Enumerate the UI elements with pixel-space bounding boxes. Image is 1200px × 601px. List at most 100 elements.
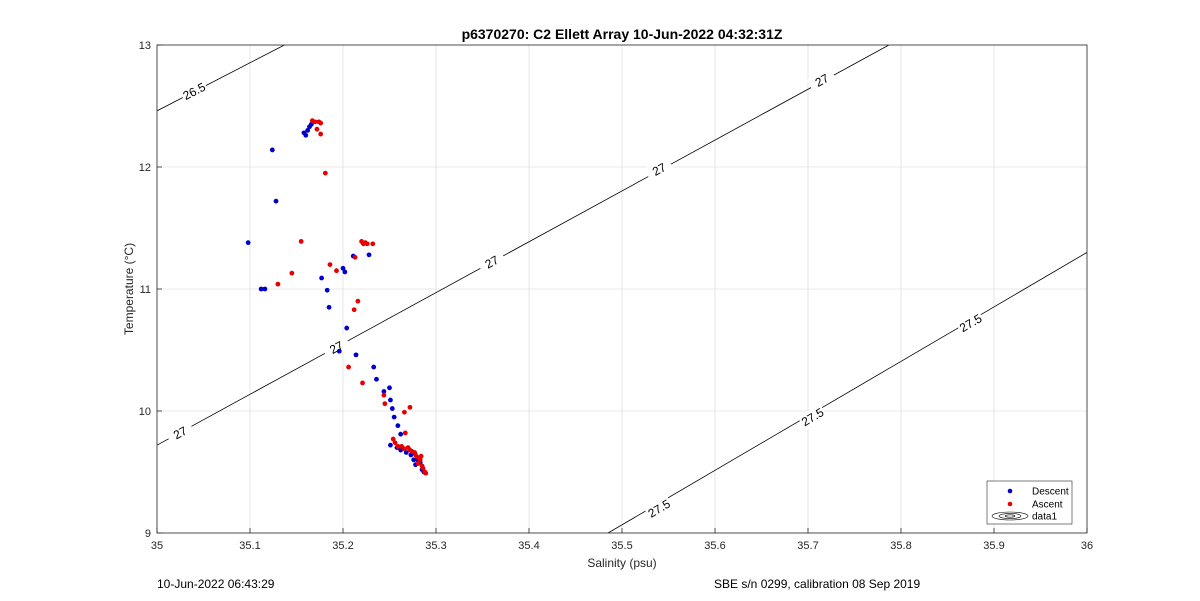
descent-point <box>344 325 350 331</box>
descent-point <box>258 286 264 292</box>
x-tick-label: 35.7 <box>797 540 818 552</box>
descent-point <box>336 348 342 354</box>
contour-label-bg <box>806 67 838 94</box>
ascent-point <box>370 241 376 247</box>
ascent-point <box>298 239 304 244</box>
legend-ascent-marker <box>1007 501 1013 507</box>
x-tick-label: 35.9 <box>983 540 1004 552</box>
legend-box <box>986 480 1073 525</box>
contour-label: 27 <box>813 71 832 90</box>
contour-label-bg <box>165 419 196 447</box>
x-tick-label: 36 <box>1081 540 1093 552</box>
ascent-point <box>401 446 407 452</box>
ascent-point <box>392 440 398 446</box>
descent-point <box>389 406 395 411</box>
descent-point <box>408 452 414 458</box>
ascent-point <box>390 436 396 442</box>
descent-point <box>319 275 325 281</box>
legend-ascent-label: Ascent <box>1032 500 1063 511</box>
ascent-point <box>395 443 401 449</box>
y-tick-label: 11 <box>140 284 151 296</box>
descent-point <box>273 198 279 204</box>
x-tick-label: 35.1 <box>239 540 260 552</box>
descent-point <box>403 450 409 455</box>
descent-point <box>303 132 309 138</box>
legend-data1-label: data1 <box>1032 512 1057 523</box>
footer-calibration: SBE s/n 0299, calibration 08 Sep 2019 <box>714 577 920 591</box>
legend: Descent Ascent data1 <box>986 480 1073 525</box>
data-points <box>245 118 429 476</box>
contour-label-bg <box>643 156 675 183</box>
ascent-point <box>275 281 281 287</box>
contour-label-bg <box>797 403 828 431</box>
ascent-point <box>312 119 318 125</box>
legend-descent-label: Descent <box>1032 487 1069 498</box>
descent-point <box>371 364 377 370</box>
ascent-point <box>334 268 339 274</box>
y-tick-label: 9 <box>145 528 151 540</box>
ascent-point <box>318 120 324 126</box>
ascent-point <box>402 430 408 436</box>
descent-point <box>387 385 392 391</box>
ascent-point <box>352 254 358 260</box>
legend-contour-icon <box>991 511 1029 521</box>
ascent-point <box>415 461 421 466</box>
descent-point <box>411 457 417 463</box>
contour-label: 27 <box>171 423 190 442</box>
ascent-point <box>351 307 357 313</box>
descent-point <box>340 265 346 271</box>
ascent-point <box>401 409 407 415</box>
descent-point <box>308 121 314 127</box>
y-axis-label: Temperature (°C) <box>122 243 136 335</box>
descent-point <box>388 442 393 448</box>
descent-point <box>395 423 401 429</box>
x-tick-label: 35.2 <box>332 540 353 552</box>
ascent-point <box>407 404 413 410</box>
descent-point <box>391 414 397 420</box>
x-axis-label: Salinity (psu) <box>587 556 656 570</box>
ascent-point <box>289 270 295 276</box>
y-tick-label: 12 <box>139 162 151 174</box>
y-tick-label: 10 <box>139 406 151 418</box>
ascent-point <box>417 457 423 463</box>
descent-point <box>326 304 332 310</box>
descent-point <box>398 447 404 453</box>
contour-line-27 <box>157 45 890 446</box>
x-axis-ticks: 35 35.1 35.2 35.3 35.4 35.5 35.6 35.7 35.8 35.9 36 <box>151 528 1093 552</box>
chart-title: p6370270: C2 Ellett Array 10-Jun-2022 04… <box>462 26 783 42</box>
x-tick-label: 35.6 <box>704 540 725 552</box>
ascent-point <box>382 401 388 407</box>
descent-point <box>353 352 359 358</box>
ascent-point <box>381 392 387 398</box>
y-axis-ticks: 9 10 11 12 13 <box>139 40 162 540</box>
contour-label: 27 <box>650 160 669 179</box>
ascent-point <box>364 241 370 247</box>
descent-point <box>245 240 251 246</box>
descent-point <box>388 397 393 403</box>
descent-point <box>366 252 372 258</box>
descent-point <box>324 287 330 293</box>
ascent-point <box>322 170 328 176</box>
contour-label-bg <box>476 248 508 276</box>
y-tick-label: 13 <box>139 40 151 52</box>
ascent-point <box>420 465 426 471</box>
contour-label: 27 <box>483 253 502 272</box>
contour-label-bg <box>643 495 675 523</box>
descent-point <box>381 389 387 394</box>
x-tick-label: 35.8 <box>890 540 911 552</box>
footer-timestamp: 10-Jun-2022 06:43:29 <box>157 577 275 591</box>
descent-point <box>374 376 379 382</box>
x-tick-label: 35.3 <box>425 540 446 552</box>
descent-point <box>398 431 404 437</box>
contour-label-bg <box>955 309 987 337</box>
contour-label-bg <box>178 78 210 105</box>
contour-label-bg <box>321 334 352 361</box>
ascent-point <box>327 262 333 267</box>
x-tick-label: 35 <box>151 540 163 552</box>
descent-point <box>269 147 275 153</box>
x-tick-label: 35.5 <box>611 540 632 552</box>
ascent-point <box>360 380 365 386</box>
descent-point <box>262 286 268 292</box>
ascent-point <box>418 453 424 459</box>
